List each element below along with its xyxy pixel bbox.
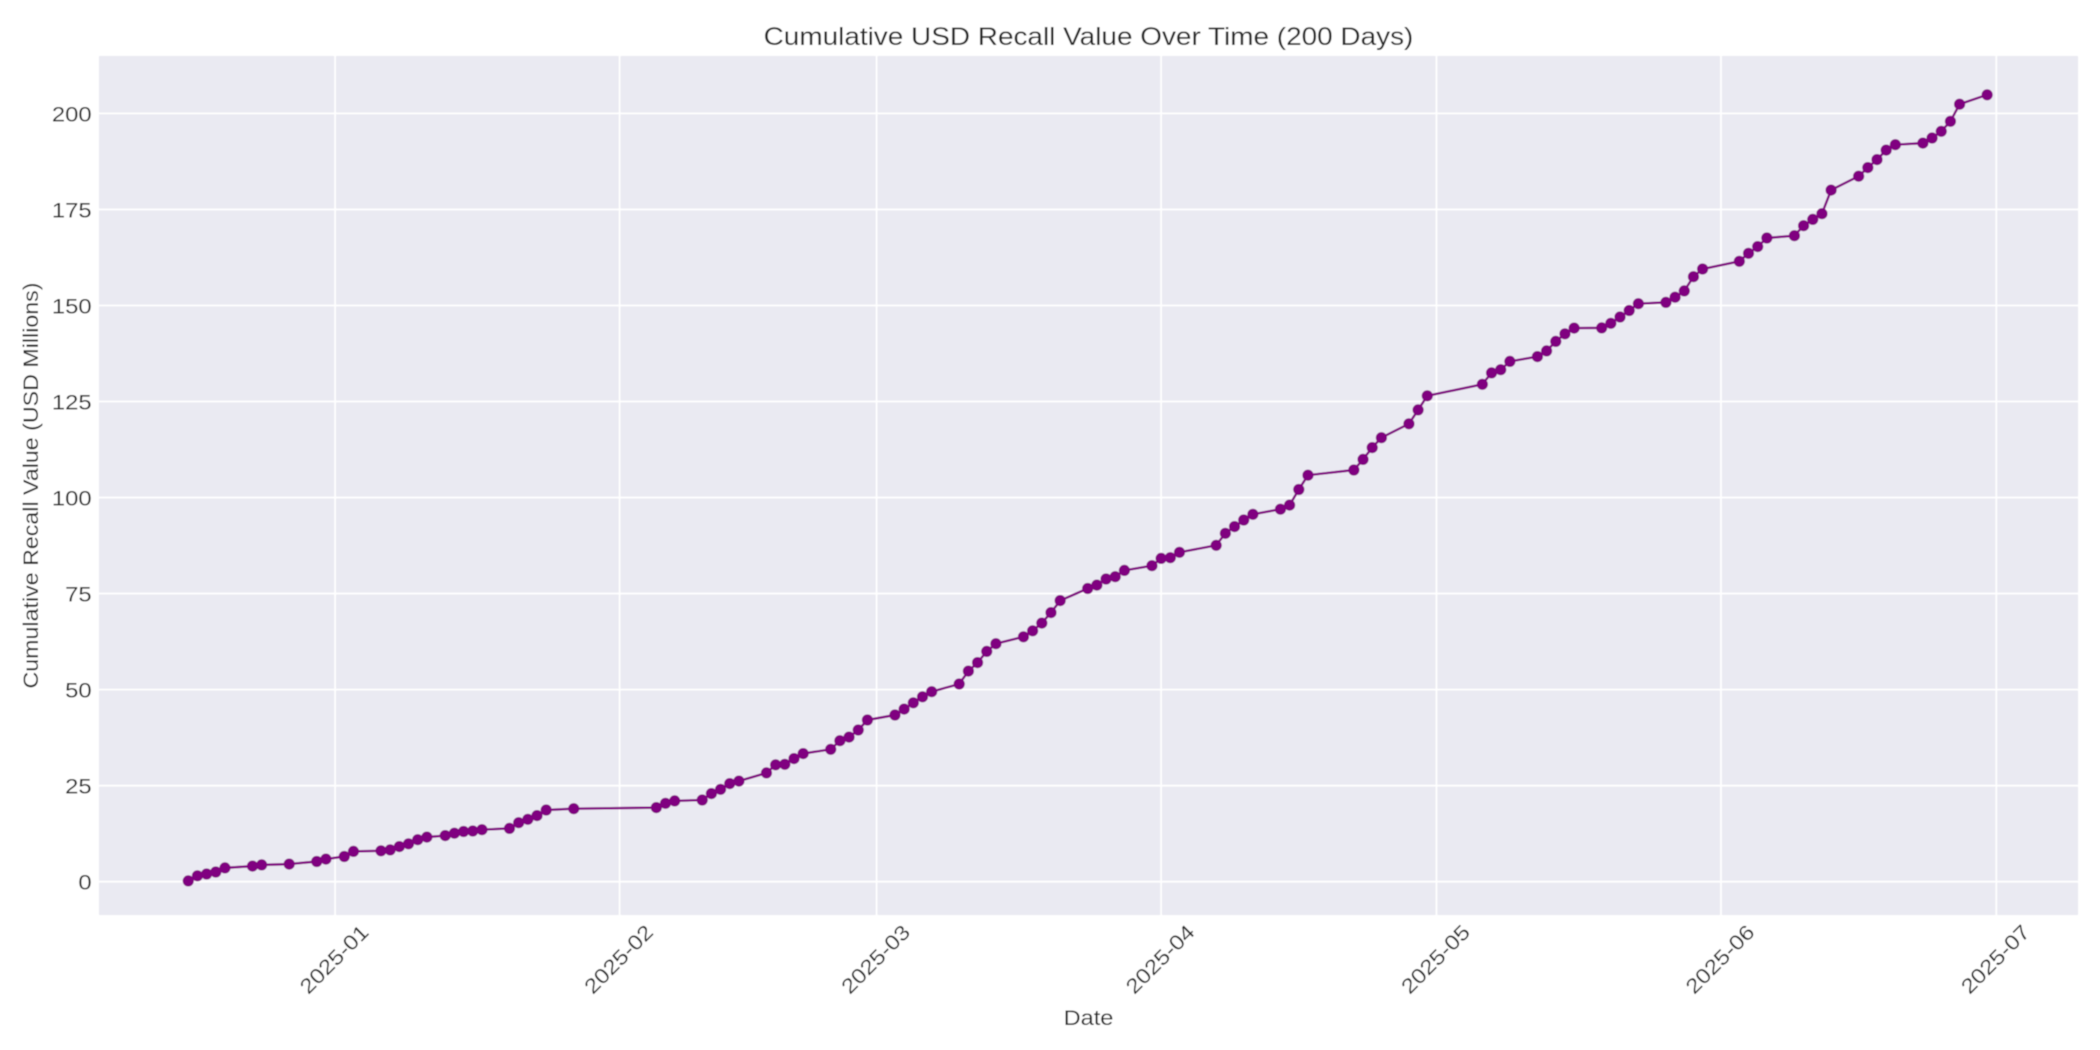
svg-text:Cumulative USD Recall Value Ov: Cumulative USD Recall Value Over Time (2… [764, 23, 1414, 51]
svg-text:125: 125 [52, 391, 92, 414]
svg-text:Date: Date [1064, 1007, 1114, 1030]
svg-text:Cumulative Recall Value (USD M: Cumulative Recall Value (USD Millions) [20, 282, 43, 688]
svg-text:75: 75 [65, 584, 92, 607]
svg-text:25: 25 [65, 776, 92, 799]
svg-text:200: 200 [52, 103, 92, 126]
svg-text:150: 150 [52, 295, 92, 318]
svg-text:175: 175 [52, 199, 92, 222]
svg-text:100: 100 [52, 487, 92, 510]
svg-text:50: 50 [65, 680, 92, 703]
svg-text:0: 0 [78, 872, 91, 895]
